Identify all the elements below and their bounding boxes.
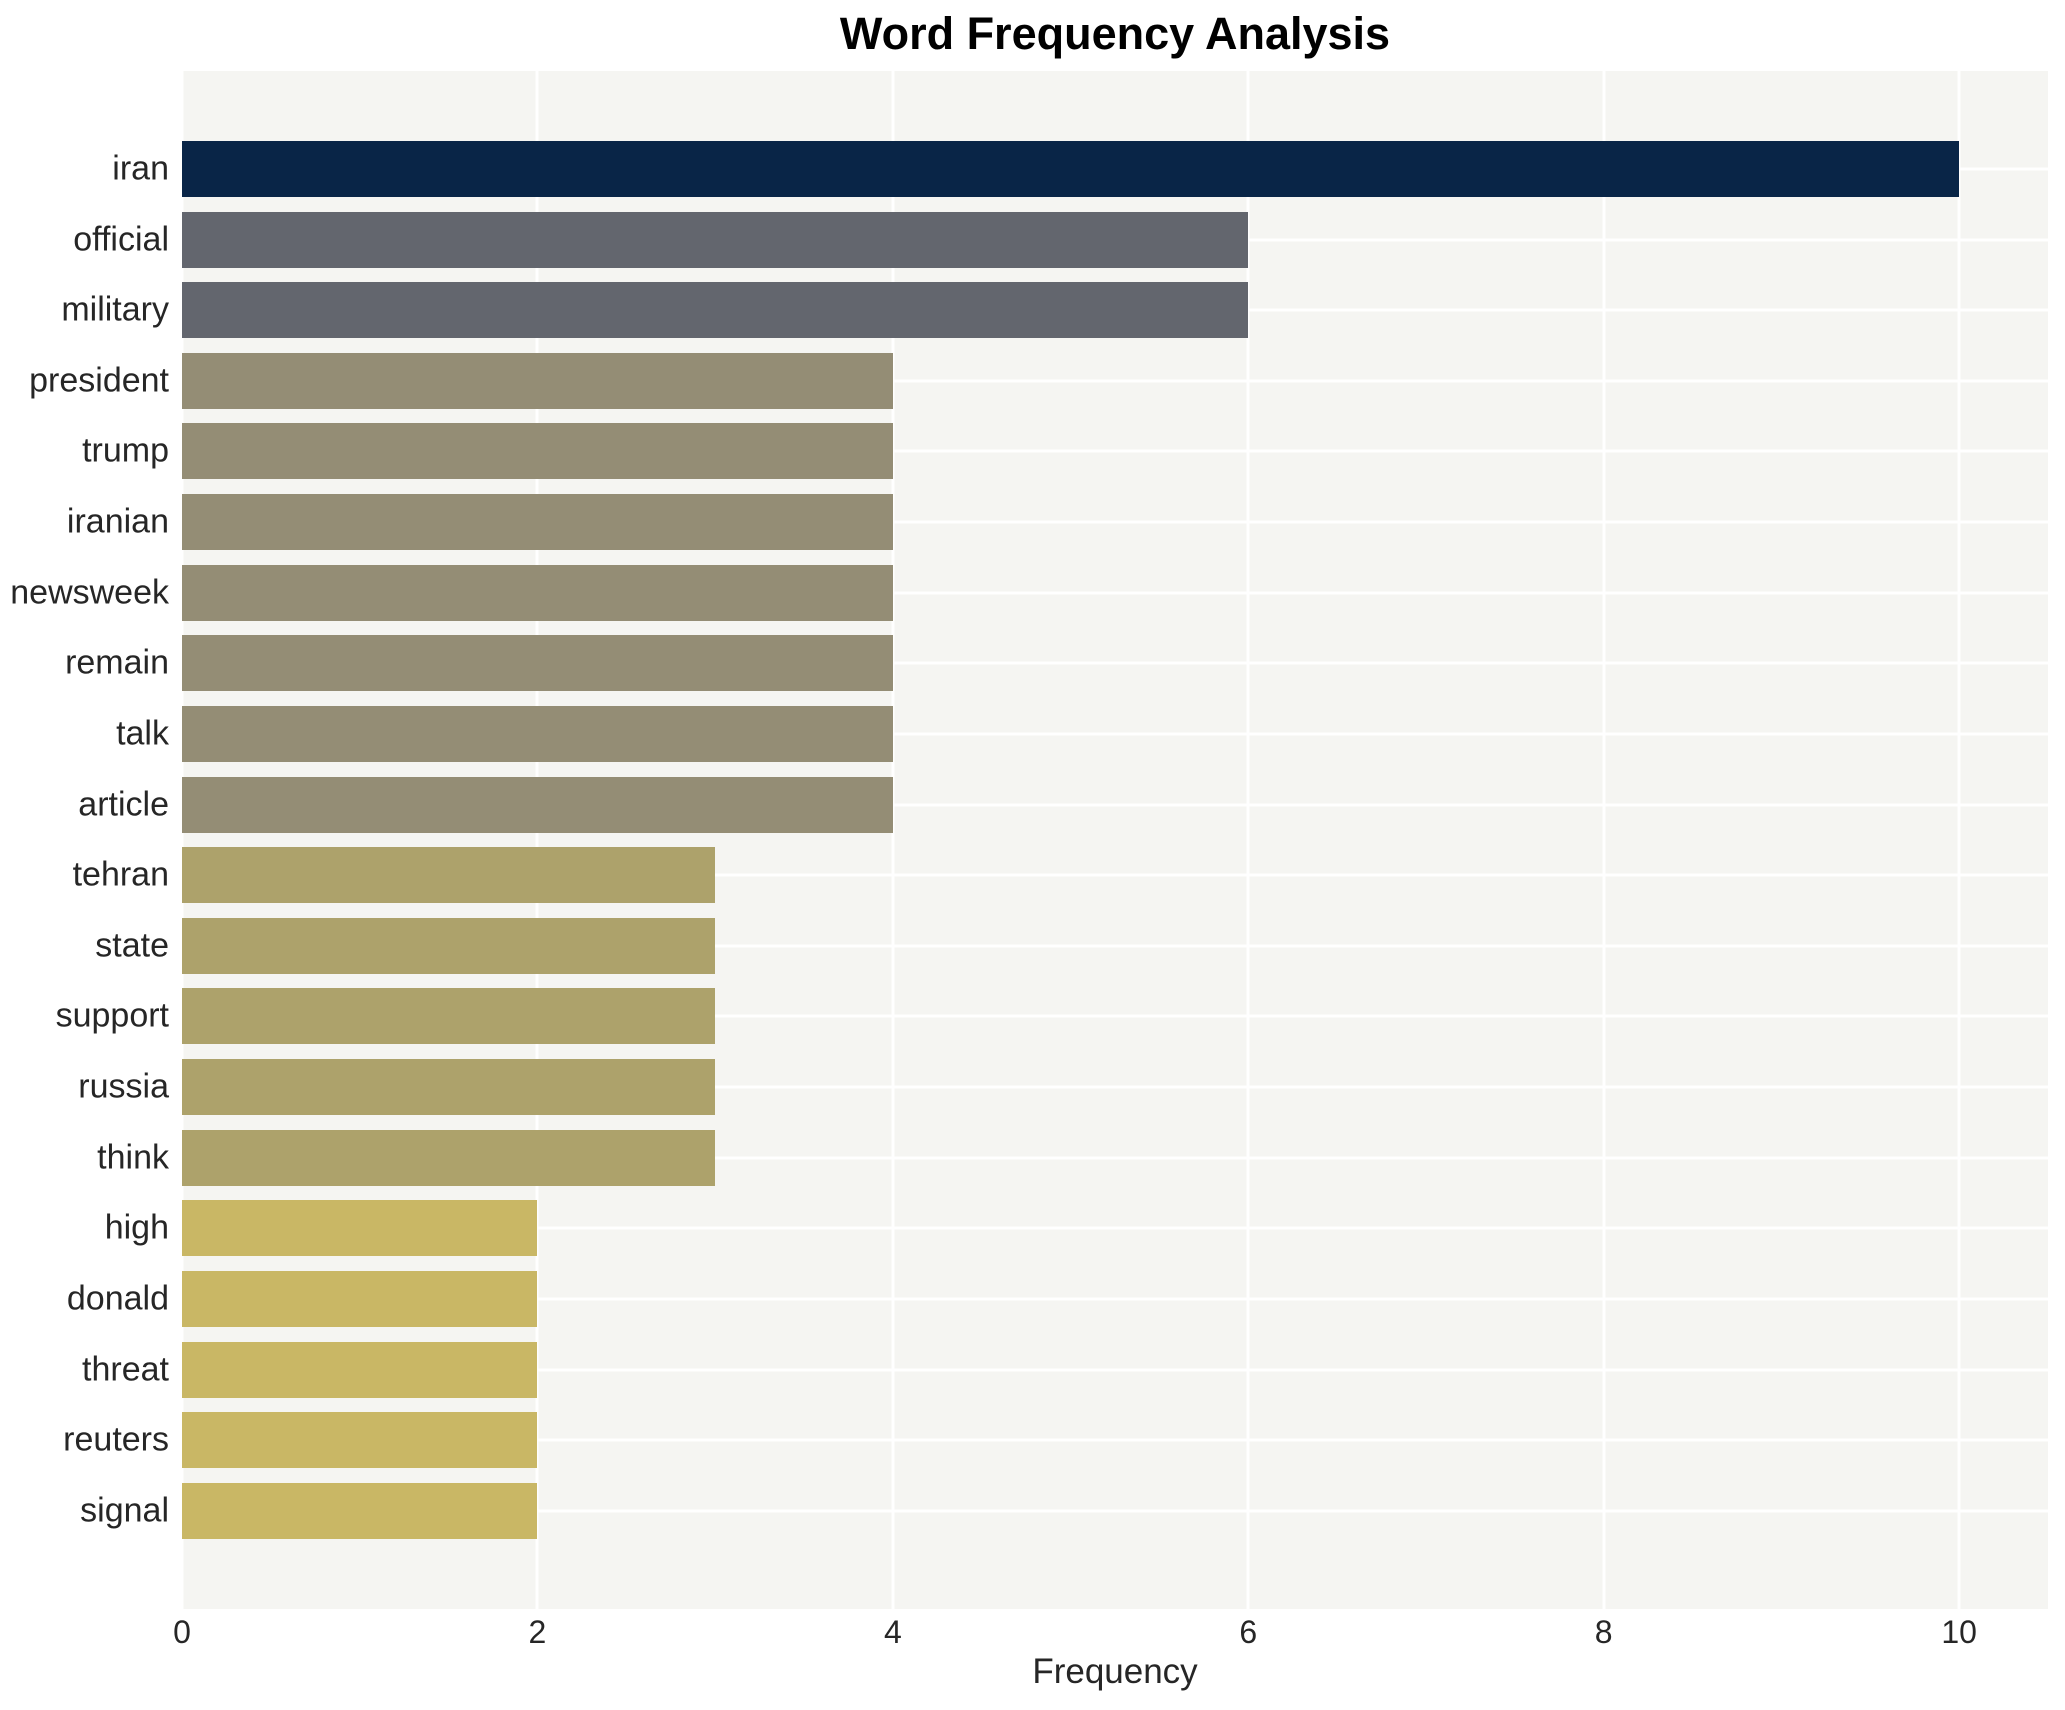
bar-row bbox=[182, 981, 2048, 1052]
y-tick-label: reuters bbox=[63, 1420, 169, 1459]
gridline-horizontal bbox=[182, 803, 2048, 807]
y-tick-label: high bbox=[104, 1208, 169, 1247]
bar-iranian bbox=[182, 494, 893, 551]
y-tick-label: official bbox=[73, 220, 169, 259]
gridline-horizontal bbox=[182, 944, 2048, 948]
gridline-horizontal bbox=[182, 591, 2048, 595]
bar-row bbox=[182, 769, 2048, 840]
gridline-horizontal bbox=[182, 1226, 2048, 1230]
bar-row bbox=[182, 1052, 2048, 1123]
bar-row bbox=[182, 416, 2048, 487]
bar-row bbox=[182, 204, 2048, 275]
x-axis-label: Frequency bbox=[1032, 1652, 1198, 1691]
gridline-vertical bbox=[891, 71, 895, 1609]
y-tick-label: donald bbox=[66, 1279, 169, 1318]
gridline-horizontal bbox=[182, 1156, 2048, 1160]
gridline-vertical bbox=[1602, 71, 1606, 1609]
y-tick-label: russia bbox=[78, 1067, 169, 1106]
bar-state bbox=[182, 917, 716, 974]
x-axis-ticks: 0 2 4 6 8 10 bbox=[173, 1614, 2048, 1654]
bar-row bbox=[182, 275, 2048, 346]
gridline-horizontal bbox=[182, 1438, 2048, 1442]
y-tick-label: iranian bbox=[66, 502, 169, 541]
gridline-horizontal bbox=[182, 449, 2048, 453]
bar-row bbox=[182, 1122, 2048, 1193]
y-tick-label: think bbox=[97, 1138, 169, 1177]
gridline-horizontal bbox=[182, 1509, 2048, 1513]
x-tick-label: 8 bbox=[1594, 1614, 1613, 1650]
gridline-horizontal bbox=[182, 1014, 2048, 1018]
bar-article bbox=[182, 776, 893, 833]
x-tick-label: 10 bbox=[1941, 1614, 1977, 1650]
bar-row bbox=[182, 911, 2048, 982]
bar-row bbox=[182, 840, 2048, 911]
y-tick-label: newsweek bbox=[10, 573, 169, 612]
bar-row bbox=[182, 1475, 2048, 1546]
gridline-horizontal bbox=[182, 1297, 2048, 1301]
bar-tehran bbox=[182, 847, 716, 904]
y-tick-label: state bbox=[95, 926, 169, 965]
gridline-horizontal bbox=[182, 732, 2048, 736]
x-tick-label: 0 bbox=[173, 1614, 191, 1650]
bar-military bbox=[182, 282, 1249, 339]
y-tick-label: trump bbox=[82, 431, 169, 470]
bar-donald bbox=[182, 1270, 538, 1327]
bar-row bbox=[182, 1193, 2048, 1264]
gridline-vertical bbox=[1957, 71, 1961, 1609]
bar-row bbox=[182, 346, 2048, 417]
bar-support bbox=[182, 988, 716, 1045]
y-tick-label: talk bbox=[116, 714, 169, 753]
bar-reuters bbox=[182, 1412, 538, 1469]
bar-row bbox=[182, 1264, 2048, 1335]
y-tick-label: support bbox=[55, 996, 169, 1035]
bar-newsweek bbox=[182, 564, 893, 621]
gridline-horizontal bbox=[182, 661, 2048, 665]
bar-row bbox=[182, 699, 2048, 770]
chart-title: Word Frequency Analysis bbox=[839, 8, 1391, 59]
x-tick-label: 2 bbox=[528, 1614, 547, 1650]
gridline-horizontal bbox=[182, 520, 2048, 524]
bar-president bbox=[182, 352, 893, 409]
bar-row bbox=[182, 557, 2048, 628]
gridline-vertical bbox=[1246, 71, 1250, 1609]
y-tick-label: signal bbox=[80, 1491, 169, 1530]
bar-row bbox=[182, 1334, 2048, 1405]
bar-row bbox=[182, 134, 2048, 205]
bar-signal bbox=[182, 1482, 538, 1539]
x-tick-label: 6 bbox=[1239, 1614, 1258, 1650]
plot-area bbox=[182, 71, 2048, 1609]
bar-threat bbox=[182, 1341, 538, 1398]
bar-russia bbox=[182, 1059, 716, 1116]
bar-talk bbox=[182, 705, 893, 762]
y-tick-label: threat bbox=[82, 1350, 169, 1389]
gridline-vertical bbox=[535, 71, 539, 1609]
gridline-vertical bbox=[182, 71, 184, 1609]
y-tick-label: article bbox=[78, 785, 169, 824]
gridline-horizontal bbox=[182, 1368, 2048, 1372]
bar-row bbox=[182, 487, 2048, 558]
bar-high bbox=[182, 1200, 538, 1257]
gridline-horizontal bbox=[182, 1085, 2048, 1089]
x-tick-label: 4 bbox=[883, 1614, 902, 1650]
y-tick-label: iran bbox=[112, 149, 169, 188]
bar-trump bbox=[182, 423, 893, 480]
y-axis-labels: iran official military president trump irania… bbox=[0, 71, 169, 1609]
gridline-horizontal bbox=[182, 379, 2048, 383]
bar-iran bbox=[182, 140, 1960, 197]
y-tick-label: president bbox=[29, 361, 169, 400]
bar-row bbox=[182, 1405, 2048, 1476]
bar-think bbox=[182, 1129, 716, 1186]
y-tick-label: military bbox=[61, 290, 169, 329]
bar-official bbox=[182, 211, 1249, 268]
y-tick-label: tehran bbox=[72, 855, 169, 894]
gridline-horizontal bbox=[182, 873, 2048, 877]
bar-remain bbox=[182, 635, 893, 692]
y-tick-label: remain bbox=[65, 643, 169, 682]
bar-row bbox=[182, 628, 2048, 699]
